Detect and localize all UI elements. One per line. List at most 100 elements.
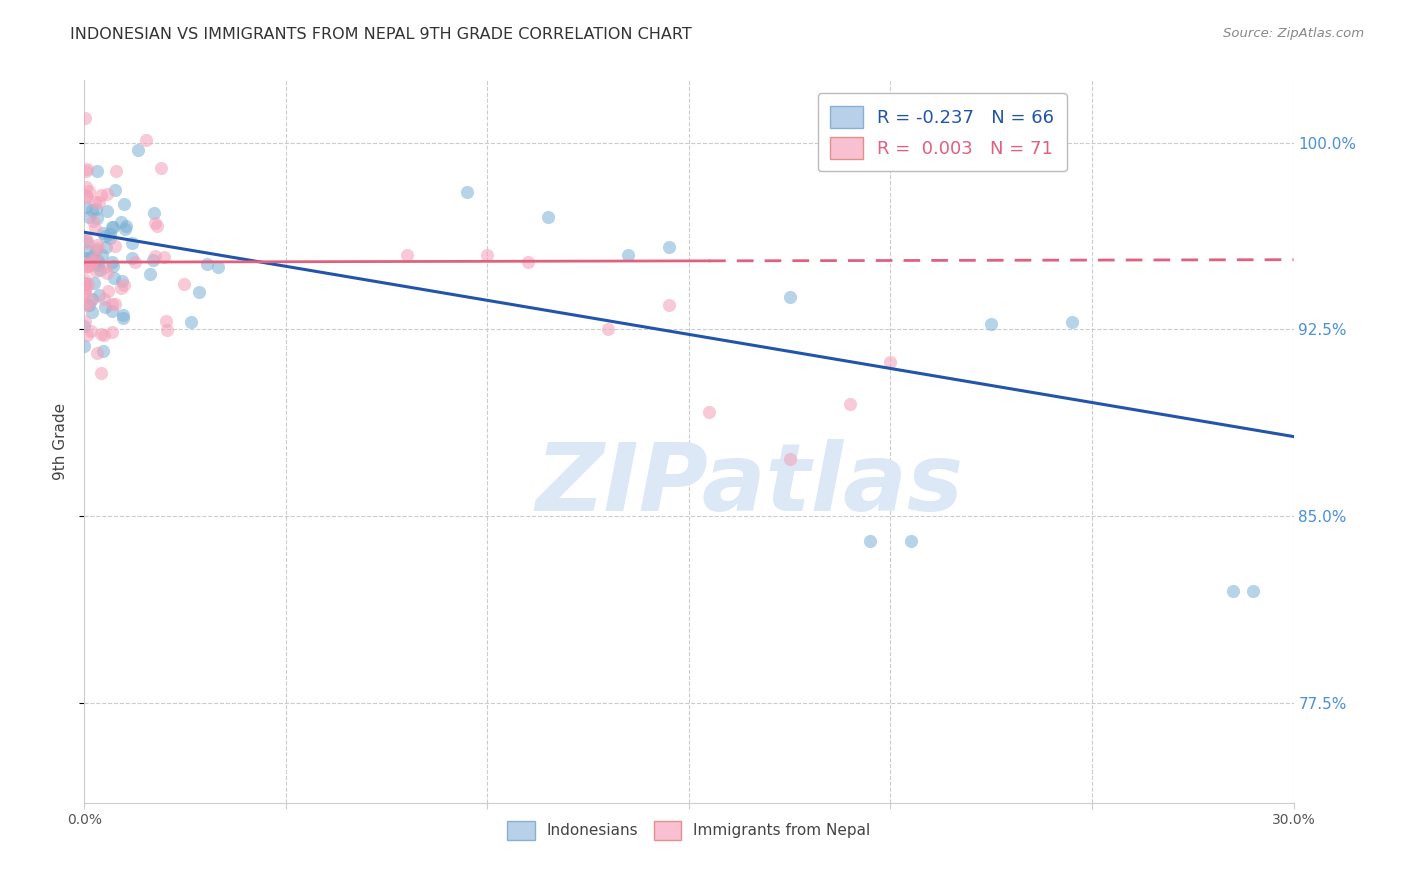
Point	[127, 144, 149, 158]
Point	[80, 293, 103, 308]
Point	[75, 111, 97, 125]
Point	[114, 219, 136, 234]
Point	[73, 273, 96, 287]
Point	[82, 214, 104, 228]
Point	[207, 260, 229, 275]
Point	[111, 274, 134, 288]
Point	[82, 305, 104, 319]
Point	[77, 298, 100, 312]
Point	[76, 162, 98, 177]
Point	[75, 230, 97, 244]
Point	[658, 297, 681, 311]
Legend: Indonesians, Immigrants from Nepal: Indonesians, Immigrants from Nepal	[501, 815, 877, 846]
Point	[456, 186, 478, 200]
Point	[80, 258, 103, 272]
Point	[110, 215, 132, 229]
Point	[111, 309, 134, 323]
Point	[96, 266, 118, 280]
Point	[697, 404, 720, 418]
Point	[86, 243, 108, 257]
Point	[598, 322, 620, 336]
Point	[83, 276, 105, 290]
Point	[839, 397, 862, 411]
Text: ZIPatlas: ZIPatlas	[536, 439, 963, 531]
Point	[93, 292, 115, 306]
Point	[86, 264, 108, 278]
Point	[1241, 584, 1264, 599]
Point	[91, 226, 114, 240]
Point	[145, 249, 167, 263]
Point	[104, 163, 127, 178]
Point	[101, 255, 124, 269]
Point	[617, 248, 640, 262]
Point	[180, 315, 202, 329]
Point	[86, 346, 108, 360]
Point	[73, 318, 96, 333]
Point	[80, 250, 103, 264]
Point	[76, 189, 98, 203]
Point	[121, 236, 143, 251]
Point	[91, 343, 114, 358]
Point	[75, 277, 97, 291]
Point	[75, 276, 97, 290]
Point	[1222, 584, 1244, 599]
Point	[75, 200, 97, 214]
Point	[96, 204, 118, 219]
Point	[75, 234, 97, 248]
Point	[73, 314, 96, 328]
Point	[101, 259, 124, 273]
Point	[1060, 315, 1083, 329]
Point	[80, 325, 103, 339]
Point	[87, 241, 110, 255]
Point	[82, 253, 104, 268]
Point	[114, 222, 136, 236]
Point	[75, 179, 97, 194]
Point	[87, 288, 110, 302]
Point	[101, 220, 124, 235]
Point	[150, 161, 173, 175]
Point	[859, 534, 882, 549]
Point	[86, 211, 108, 226]
Point	[75, 164, 97, 178]
Point	[143, 216, 166, 230]
Point	[188, 285, 211, 299]
Point	[94, 301, 117, 315]
Point	[112, 311, 135, 326]
Point	[89, 263, 111, 277]
Point	[104, 183, 127, 197]
Point	[156, 323, 179, 337]
Point	[100, 219, 122, 234]
Point	[77, 210, 100, 224]
Point	[900, 534, 922, 549]
Point	[76, 260, 98, 274]
Point	[173, 277, 195, 292]
Point	[84, 202, 107, 216]
Point	[90, 326, 112, 341]
Point	[139, 267, 162, 281]
Point	[90, 188, 112, 202]
Point	[80, 293, 103, 307]
Point	[75, 286, 97, 301]
Point	[537, 211, 560, 225]
Point	[980, 318, 1002, 332]
Point	[83, 195, 105, 210]
Point	[103, 271, 125, 285]
Point	[112, 196, 135, 211]
Point	[87, 258, 110, 272]
Point	[143, 205, 166, 219]
Point	[90, 366, 112, 380]
Point	[146, 219, 169, 234]
Point	[112, 278, 135, 293]
Point	[76, 277, 98, 292]
Text: Source: ZipAtlas.com: Source: ZipAtlas.com	[1223, 27, 1364, 40]
Point	[93, 328, 115, 343]
Point	[76, 259, 98, 273]
Point	[87, 194, 110, 209]
Point	[77, 236, 100, 251]
Point	[76, 328, 98, 343]
Point	[100, 227, 122, 241]
Point	[77, 244, 100, 259]
Point	[76, 260, 98, 274]
Point	[195, 257, 218, 271]
Point	[477, 248, 499, 262]
